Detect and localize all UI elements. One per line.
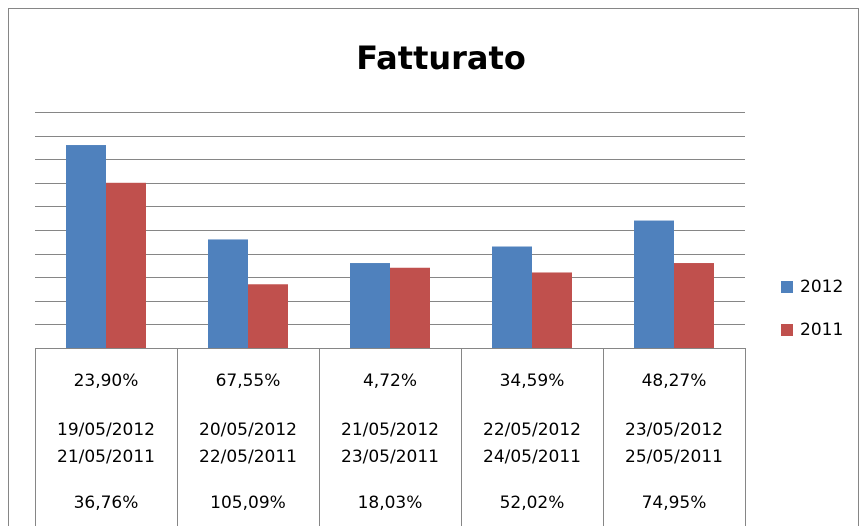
table-cell: 36,76% [74, 493, 139, 513]
bar [390, 267, 430, 348]
table-cell: 18,03% [358, 493, 423, 513]
x-tick-label: 22/05/2012 [483, 420, 581, 440]
table-cell: 74,95% [642, 493, 707, 513]
x-tick-label: 22/05/2011 [199, 447, 297, 467]
bar [492, 246, 532, 348]
legend-swatch [781, 281, 793, 293]
x-tick-label: 23/05/2012 [625, 420, 723, 440]
bar [66, 145, 106, 348]
x-tick-label: 23/05/2011 [341, 447, 439, 467]
bar [350, 263, 390, 348]
legend-label: 2012 [800, 277, 843, 297]
table-cell: 52,02% [500, 493, 565, 513]
table-cell: 34,59% [500, 371, 565, 391]
bar [532, 272, 572, 348]
bar [248, 284, 288, 348]
table-cell: 105,09% [210, 493, 286, 513]
table-cell: 67,55% [216, 371, 281, 391]
table-cell: 48,27% [642, 371, 707, 391]
chart-title: Fatturato [356, 39, 526, 77]
legend-swatch [781, 324, 793, 336]
bar [674, 263, 714, 348]
x-tick-label: 25/05/2011 [625, 447, 723, 467]
table-cell: 4,72% [363, 371, 417, 391]
x-tick-label: 21/05/2012 [341, 420, 439, 440]
x-tick-label: 19/05/2012 [57, 420, 155, 440]
bar [208, 239, 248, 348]
chart-border [8, 8, 859, 526]
x-tick-label: 24/05/2011 [483, 447, 581, 467]
x-tick-label: 20/05/2012 [199, 420, 297, 440]
bar [106, 182, 146, 348]
bar [634, 220, 674, 348]
legend-label: 2011 [800, 320, 843, 340]
x-tick-label: 21/05/2011 [57, 447, 155, 467]
table-cell: 23,90% [74, 371, 139, 391]
